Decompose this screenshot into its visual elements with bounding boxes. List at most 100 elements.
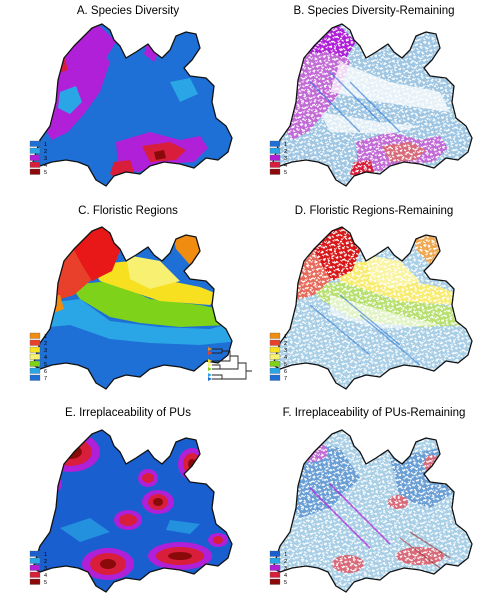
legend-swatch — [29, 147, 41, 154]
legend-label: 3 — [44, 156, 47, 162]
panel-title-c: C. Floristic Regions — [78, 205, 178, 217]
legend-label: 1 — [44, 142, 47, 148]
legend-label: 1 — [284, 552, 287, 558]
legend-label: 4 — [44, 355, 47, 361]
legend-swatch — [269, 374, 281, 381]
legend-swatch — [269, 564, 281, 571]
legend-label: 2 — [284, 149, 287, 155]
legend-label: 5 — [284, 170, 287, 176]
legend-swatch — [269, 168, 281, 175]
legend-swatch — [269, 147, 281, 154]
hotspot — [178, 448, 206, 480]
legend-swatch — [269, 571, 281, 578]
hotspot — [142, 490, 174, 514]
map-irreplaceability — [33, 430, 232, 592]
legend-label: 5 — [284, 580, 287, 586]
legend-swatch — [269, 360, 281, 367]
dendrogram-leaf-3 — [208, 359, 212, 363]
panel-title-a: A. Species Diversity — [77, 5, 180, 17]
legend-label: 3 — [44, 566, 47, 572]
legend-swatch — [29, 571, 41, 578]
legend-label: 3 — [284, 566, 287, 572]
legend-swatch — [29, 564, 41, 571]
legend-swatch — [269, 578, 281, 585]
hotspot — [138, 469, 158, 487]
legend-label: 6 — [284, 369, 287, 375]
panel-e — [32, 429, 233, 593]
legend-swatch — [29, 339, 41, 346]
hotspot — [208, 533, 228, 547]
legend-swatch — [269, 161, 281, 168]
legend-swatch — [269, 353, 281, 360]
hotspot — [148, 542, 212, 570]
legend-label: 3 — [284, 156, 287, 162]
legend-label: 1 — [44, 334, 47, 340]
legend-label: 4 — [284, 355, 287, 361]
hotspot — [114, 510, 142, 530]
dendrogram-leaf-1 — [208, 347, 212, 351]
legend-swatch — [29, 332, 41, 339]
legend-swatch — [269, 367, 281, 374]
legend-swatch — [269, 339, 281, 346]
hotspot — [40, 432, 100, 472]
panel-title-f: F. Irreplaceability of PUs-Remaining — [283, 407, 466, 419]
legend-swatch — [269, 557, 281, 564]
map-species-diversity — [33, 24, 232, 186]
legend-label: 1 — [44, 552, 47, 558]
panel-d — [272, 226, 473, 390]
legend-swatch — [29, 168, 41, 175]
legend-label: 2 — [44, 559, 47, 565]
panel-c — [32, 226, 252, 390]
legend-swatch — [29, 161, 41, 168]
legend-swatch — [29, 360, 41, 367]
map-irreplaceability-remaining — [273, 430, 472, 592]
dendrogram-leaf-5 — [208, 367, 212, 371]
legend-swatch — [29, 578, 41, 585]
dendrogram-leaf-7 — [208, 377, 212, 381]
legend-swatch — [29, 374, 41, 381]
panel-b — [272, 23, 473, 187]
dendrogram-leaf-6 — [208, 373, 212, 377]
legend-label: 5 — [44, 580, 47, 586]
legend-label: 1 — [284, 334, 287, 340]
legend-swatch — [29, 557, 41, 564]
legend-label: 5 — [44, 170, 47, 176]
panel-a — [32, 23, 233, 187]
legend-label: 4 — [284, 573, 287, 579]
legend-swatch — [29, 154, 41, 161]
legend-label: 2 — [284, 559, 287, 565]
legend-swatch — [269, 154, 281, 161]
legend-swatch — [269, 140, 281, 147]
legend-swatch — [29, 367, 41, 374]
legend-swatch — [29, 140, 41, 147]
legend-label: 2 — [44, 341, 47, 347]
dendrogram — [208, 347, 252, 381]
legend-label: 6 — [44, 369, 47, 375]
legend-label: 3 — [44, 348, 47, 354]
legend-swatch — [29, 550, 41, 557]
panel-title-b: B. Species Diversity-Remaining — [293, 5, 454, 17]
legend-swatch — [269, 550, 281, 557]
legend-label: 3 — [284, 348, 287, 354]
legend-label: 1 — [284, 142, 287, 148]
panel-title-d: D. Floristic Regions-Remaining — [295, 205, 454, 217]
map-floristic-regions-remaining — [273, 227, 472, 389]
panel-title-e: E. Irreplaceability of PUs — [65, 407, 191, 419]
dendrogram-leaf-4 — [208, 363, 212, 367]
panel-f — [272, 429, 473, 593]
map-species-diversity-remaining — [273, 24, 472, 186]
legend-swatch — [29, 346, 41, 353]
legend-label: 2 — [44, 149, 47, 155]
legend-label: 7 — [284, 376, 287, 382]
legend-label: 2 — [284, 341, 287, 347]
panel-titles: A. Species Diversity B. Species Diversity… — [65, 5, 465, 419]
legend-label: 5 — [44, 362, 47, 368]
dendrogram-leaf-2 — [208, 351, 212, 355]
